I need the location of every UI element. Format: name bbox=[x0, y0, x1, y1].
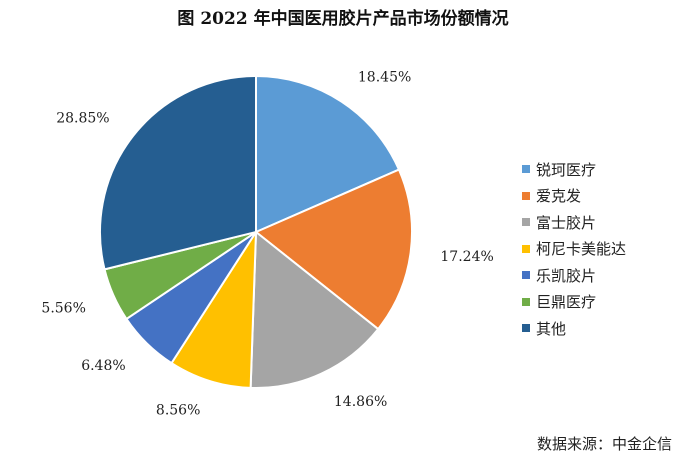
pie-label-5: 5.56% bbox=[41, 300, 85, 316]
pie-label-3: 8.56% bbox=[156, 403, 200, 419]
legend-swatch bbox=[522, 165, 530, 174]
legend-item-1: 爱克发 bbox=[522, 183, 626, 210]
legend-item-3: 柯尼卡美能达 bbox=[522, 236, 626, 263]
legend-swatch bbox=[522, 191, 530, 200]
legend-label: 柯尼卡美能达 bbox=[536, 240, 627, 259]
legend-label: 乐凯胶片 bbox=[536, 266, 597, 285]
legend-item-5: 巨鼎医疗 bbox=[522, 289, 626, 316]
legend-item-2: 富士胶片 bbox=[522, 209, 626, 236]
pie-slice-1 bbox=[254, 168, 413, 331]
pie-label-0: 18.45% bbox=[358, 69, 411, 85]
legend-swatch bbox=[522, 324, 530, 333]
pie-labels: 18.45% 17.24% 14.86% 8.56% 6.48% 5.56% 28.85% bbox=[41, 69, 493, 418]
legend-swatch bbox=[522, 244, 530, 253]
legend-label: 爱克发 bbox=[536, 187, 582, 206]
pie-label-4: 6.48% bbox=[81, 358, 125, 374]
legend-label: 锐珂医疗 bbox=[536, 160, 597, 179]
pie-slices bbox=[99, 74, 413, 389]
pie-label-2: 14.86% bbox=[334, 394, 387, 410]
legend-swatch bbox=[522, 271, 530, 280]
pie-slice-2 bbox=[249, 229, 380, 389]
legend-item-0: 锐珂医疗 bbox=[522, 156, 626, 183]
pie-slice-3 bbox=[170, 228, 258, 389]
legend-item-6: 其他 bbox=[522, 315, 626, 342]
pie-label-1: 17.24% bbox=[440, 249, 493, 265]
legend-swatch bbox=[522, 297, 530, 306]
legend-label: 其他 bbox=[536, 319, 567, 338]
pie-slice-6 bbox=[99, 74, 257, 271]
legend-label: 巨鼎医疗 bbox=[536, 293, 597, 312]
legend-item-4: 乐凯胶片 bbox=[522, 262, 626, 289]
pie-slice-0 bbox=[255, 74, 401, 234]
source-note: 数据来源：中金企信 bbox=[536, 435, 672, 453]
chart-title: 图 2022 年中国医用胶片产品市场份额情况 bbox=[177, 9, 509, 29]
legend-label: 富士胶片 bbox=[536, 213, 597, 232]
legend-swatch bbox=[522, 218, 530, 227]
legend: 锐珂医疗爱克发富士胶片柯尼卡美能达 乐凯胶片巨鼎医疗其他 bbox=[522, 156, 626, 342]
pie-label-6: 28.85% bbox=[56, 110, 109, 126]
